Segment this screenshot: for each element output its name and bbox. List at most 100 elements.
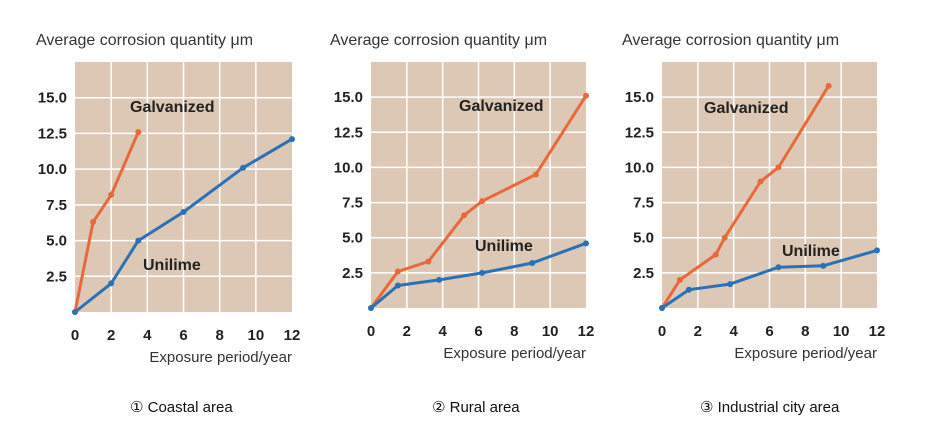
series-label-galvanized: Galvanized: [704, 100, 788, 117]
data-point: [90, 219, 97, 225]
y-tick-label: 12.5: [625, 124, 654, 141]
x-tick-label: 12: [869, 323, 886, 340]
series-line-unilime: [661, 248, 878, 310]
data-point: [479, 198, 486, 205]
data-point: [289, 136, 295, 143]
y-axis-label: Average corrosion quantity μm: [622, 32, 839, 49]
y-tick-label: 5.0: [342, 230, 363, 247]
series-line-galvanized: [73, 131, 140, 313]
chart-panel-1: Average corrosion quantity μm 2.5 5.0 7.5 10…: [36, 32, 300, 416]
data-point: [727, 281, 734, 288]
x-tick-label: 6: [179, 327, 187, 344]
chart-caption: ① Coastal area: [130, 399, 233, 416]
y-tick-label: 7.5: [342, 195, 363, 212]
series-line-unilime: [74, 137, 293, 314]
data-point: [874, 247, 880, 254]
x-tick-label: 4: [438, 323, 447, 340]
data-point: [180, 209, 187, 215]
series-unilime: [659, 247, 880, 311]
data-point: [583, 92, 589, 99]
y-tick-label: 7.5: [633, 195, 654, 212]
x-tick-label: 8: [215, 327, 223, 344]
y-axis-label: Average corrosion quantity μm: [36, 32, 253, 49]
y-tick-label: 12.5: [38, 125, 67, 142]
data-point: [108, 191, 115, 198]
x-tick-label: 8: [801, 323, 809, 340]
x-tick-label: 10: [833, 323, 850, 340]
x-axis-label: Exposure period/year: [734, 345, 877, 362]
x-tick-label: 4: [729, 323, 738, 340]
series-label-unilime: Unilime: [143, 257, 201, 274]
y-axis-label: Average corrosion quantity μm: [330, 32, 547, 49]
data-point: [240, 164, 247, 171]
data-point: [820, 262, 827, 269]
x-tick-label: 6: [474, 323, 482, 340]
data-point: [529, 260, 536, 267]
chart-panel-2: Average corrosion quantity μm 2.5 5.0 7.5 10…: [330, 32, 594, 416]
x-tick-label: 12: [284, 327, 301, 344]
series-label-unilime: Unilime: [782, 243, 840, 260]
x-tick-label: 2: [694, 323, 702, 340]
data-point: [659, 305, 665, 311]
series-label-unilime: Unilime: [475, 238, 533, 255]
y-tick-label: 2.5: [633, 265, 654, 282]
x-tick-label: 12: [578, 323, 595, 340]
y-tick-label: 15.0: [334, 89, 363, 106]
y-tick-label: 5.0: [46, 233, 67, 250]
series-unilime: [72, 136, 295, 315]
y-tick-label: 2.5: [46, 268, 67, 285]
y-tick-label: 10.0: [334, 159, 363, 176]
data-point: [583, 240, 589, 247]
data-point: [108, 280, 115, 287]
x-tick-label: 4: [143, 327, 152, 344]
data-point: [721, 234, 728, 241]
series-label-galvanized: Galvanized: [459, 98, 543, 115]
data-point: [461, 212, 468, 219]
data-point: [676, 276, 683, 283]
chart-panel-3: Average corrosion quantity μm 2.5 5.0 7.5 10…: [622, 32, 885, 416]
data-point: [368, 305, 374, 311]
x-tick-label: 2: [107, 327, 115, 344]
x-tick-label: 0: [367, 323, 375, 340]
y-tick-label: 15.0: [625, 89, 654, 106]
x-tick-label: 8: [510, 323, 518, 340]
x-tick-label: 10: [542, 323, 559, 340]
x-tick-label: 2: [403, 323, 411, 340]
series-galvanized: [368, 92, 589, 311]
y-tick-label: 10.0: [625, 159, 654, 176]
series-unilime: [368, 240, 589, 311]
data-point: [436, 276, 443, 283]
data-point: [712, 251, 719, 258]
y-tick-label: 12.5: [334, 124, 363, 141]
data-point: [394, 268, 401, 275]
x-axis-label: Exposure period/year: [443, 345, 586, 362]
x-tick-label: 6: [765, 323, 773, 340]
x-tick-label: 10: [247, 327, 264, 344]
y-tick-label: 7.5: [46, 197, 67, 214]
data-point: [425, 258, 432, 265]
x-tick-label: 0: [658, 323, 666, 340]
y-tick-label: 15.0: [38, 90, 67, 107]
y-tick-label: 5.0: [633, 230, 654, 247]
data-point: [479, 269, 486, 276]
data-point: [775, 264, 782, 271]
y-tick-label: 10.0: [38, 161, 67, 178]
data-point: [72, 309, 78, 315]
data-point: [775, 164, 782, 171]
x-tick-label: 0: [71, 327, 79, 344]
y-tick-label: 2.5: [342, 265, 363, 282]
chart-caption: ③ Industrial city area: [700, 399, 840, 416]
series-galvanized: [659, 82, 832, 311]
data-point: [394, 282, 401, 289]
data-point: [135, 237, 142, 244]
x-axis-label: Exposure period/year: [149, 349, 292, 366]
series-label-galvanized: Galvanized: [130, 99, 214, 116]
data-point: [135, 129, 142, 135]
data-point: [532, 171, 539, 178]
data-point: [757, 178, 764, 185]
series-line-unilime: [370, 241, 587, 310]
chart-caption: ② Rural area: [432, 399, 520, 416]
data-point: [685, 286, 692, 293]
data-point: [825, 82, 832, 89]
